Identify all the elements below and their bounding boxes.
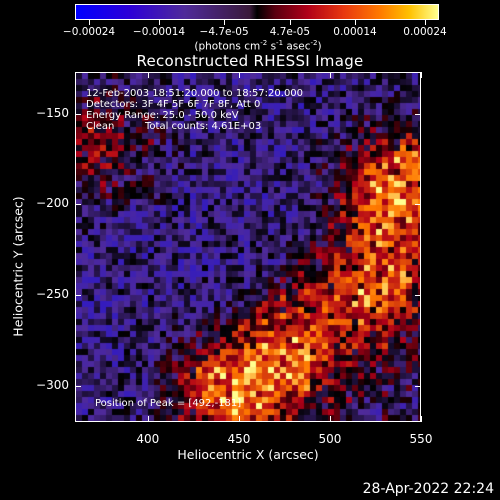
x-tick <box>238 416 240 422</box>
x-axis-title: Heliocentric X (arcsec) <box>177 447 319 462</box>
colorbar-tick <box>159 20 160 25</box>
colorbar-tick-label: −0.00024 <box>62 26 116 38</box>
heatmap-image <box>76 73 420 421</box>
colorbar-tick-label: −0.00014 <box>132 26 186 38</box>
x-tick <box>421 416 422 422</box>
colorbar-tick-label: 4.7e-05 <box>269 26 311 38</box>
colorbar-tick-label: 0.00024 <box>403 26 447 38</box>
colorbar-tick <box>224 20 226 25</box>
y-tick <box>75 204 81 206</box>
y-tick-label: −250 <box>36 287 69 302</box>
y-tick <box>415 295 421 297</box>
y-tick <box>75 295 81 297</box>
colorbar <box>75 4 439 20</box>
x-tick <box>329 72 331 78</box>
colorbar-unit: (photons cm-2 s-1 asec-2) <box>194 39 322 53</box>
colorbar-tick-label: −4.7e-05 <box>199 26 249 38</box>
y-tick-label: −300 <box>36 377 69 392</box>
y-tick <box>415 204 421 206</box>
y-tick-label: −150 <box>36 105 69 120</box>
x-tick <box>147 416 149 422</box>
y-tick <box>75 385 81 387</box>
chart-title: Reconstructed RHESSI Image <box>136 52 364 70</box>
plot-area: 12-Feb-2003 18:51:20.000 to 18:57:20.000… <box>75 72 421 422</box>
timestamp: 28-Apr-2022 22:24 <box>362 481 494 497</box>
x-tick-label: 450 <box>227 432 251 446</box>
total-counts-label: Total counts: 4.61E+03 <box>145 121 262 132</box>
colorbar-tick <box>355 20 356 25</box>
x-tick <box>147 72 149 78</box>
peak-position-label: Position of Peak = [492,-181] <box>95 398 242 409</box>
y-tick <box>415 385 421 387</box>
x-tick-label: 500 <box>318 432 342 446</box>
colorbar-tick <box>289 20 291 25</box>
y-tick <box>415 113 421 115</box>
detectors-label: Detectors: 3F 4F 5F 6F 7F 8F, Att 0 <box>86 99 261 110</box>
time-range-label: 12-Feb-2003 18:51:20.000 to 18:57:20.000 <box>86 88 304 99</box>
algorithm-label: Clean <box>86 121 115 132</box>
x-tick-label: 550 <box>409 432 433 446</box>
y-axis-title: Heliocentric Y (arcsec) <box>10 196 26 337</box>
colorbar-tick <box>89 20 90 25</box>
y-tick-label: −200 <box>36 196 69 211</box>
x-tick <box>421 72 422 78</box>
colorbar-tick <box>425 20 426 25</box>
colorbar-tick-label: 0.00014 <box>333 26 377 38</box>
energy-range-label: Energy Range: 25.0 - 50.0 keV <box>86 110 239 121</box>
x-tick <box>329 416 331 422</box>
y-tick <box>75 113 81 115</box>
x-tick-label: 400 <box>136 432 160 446</box>
x-tick <box>238 72 240 78</box>
